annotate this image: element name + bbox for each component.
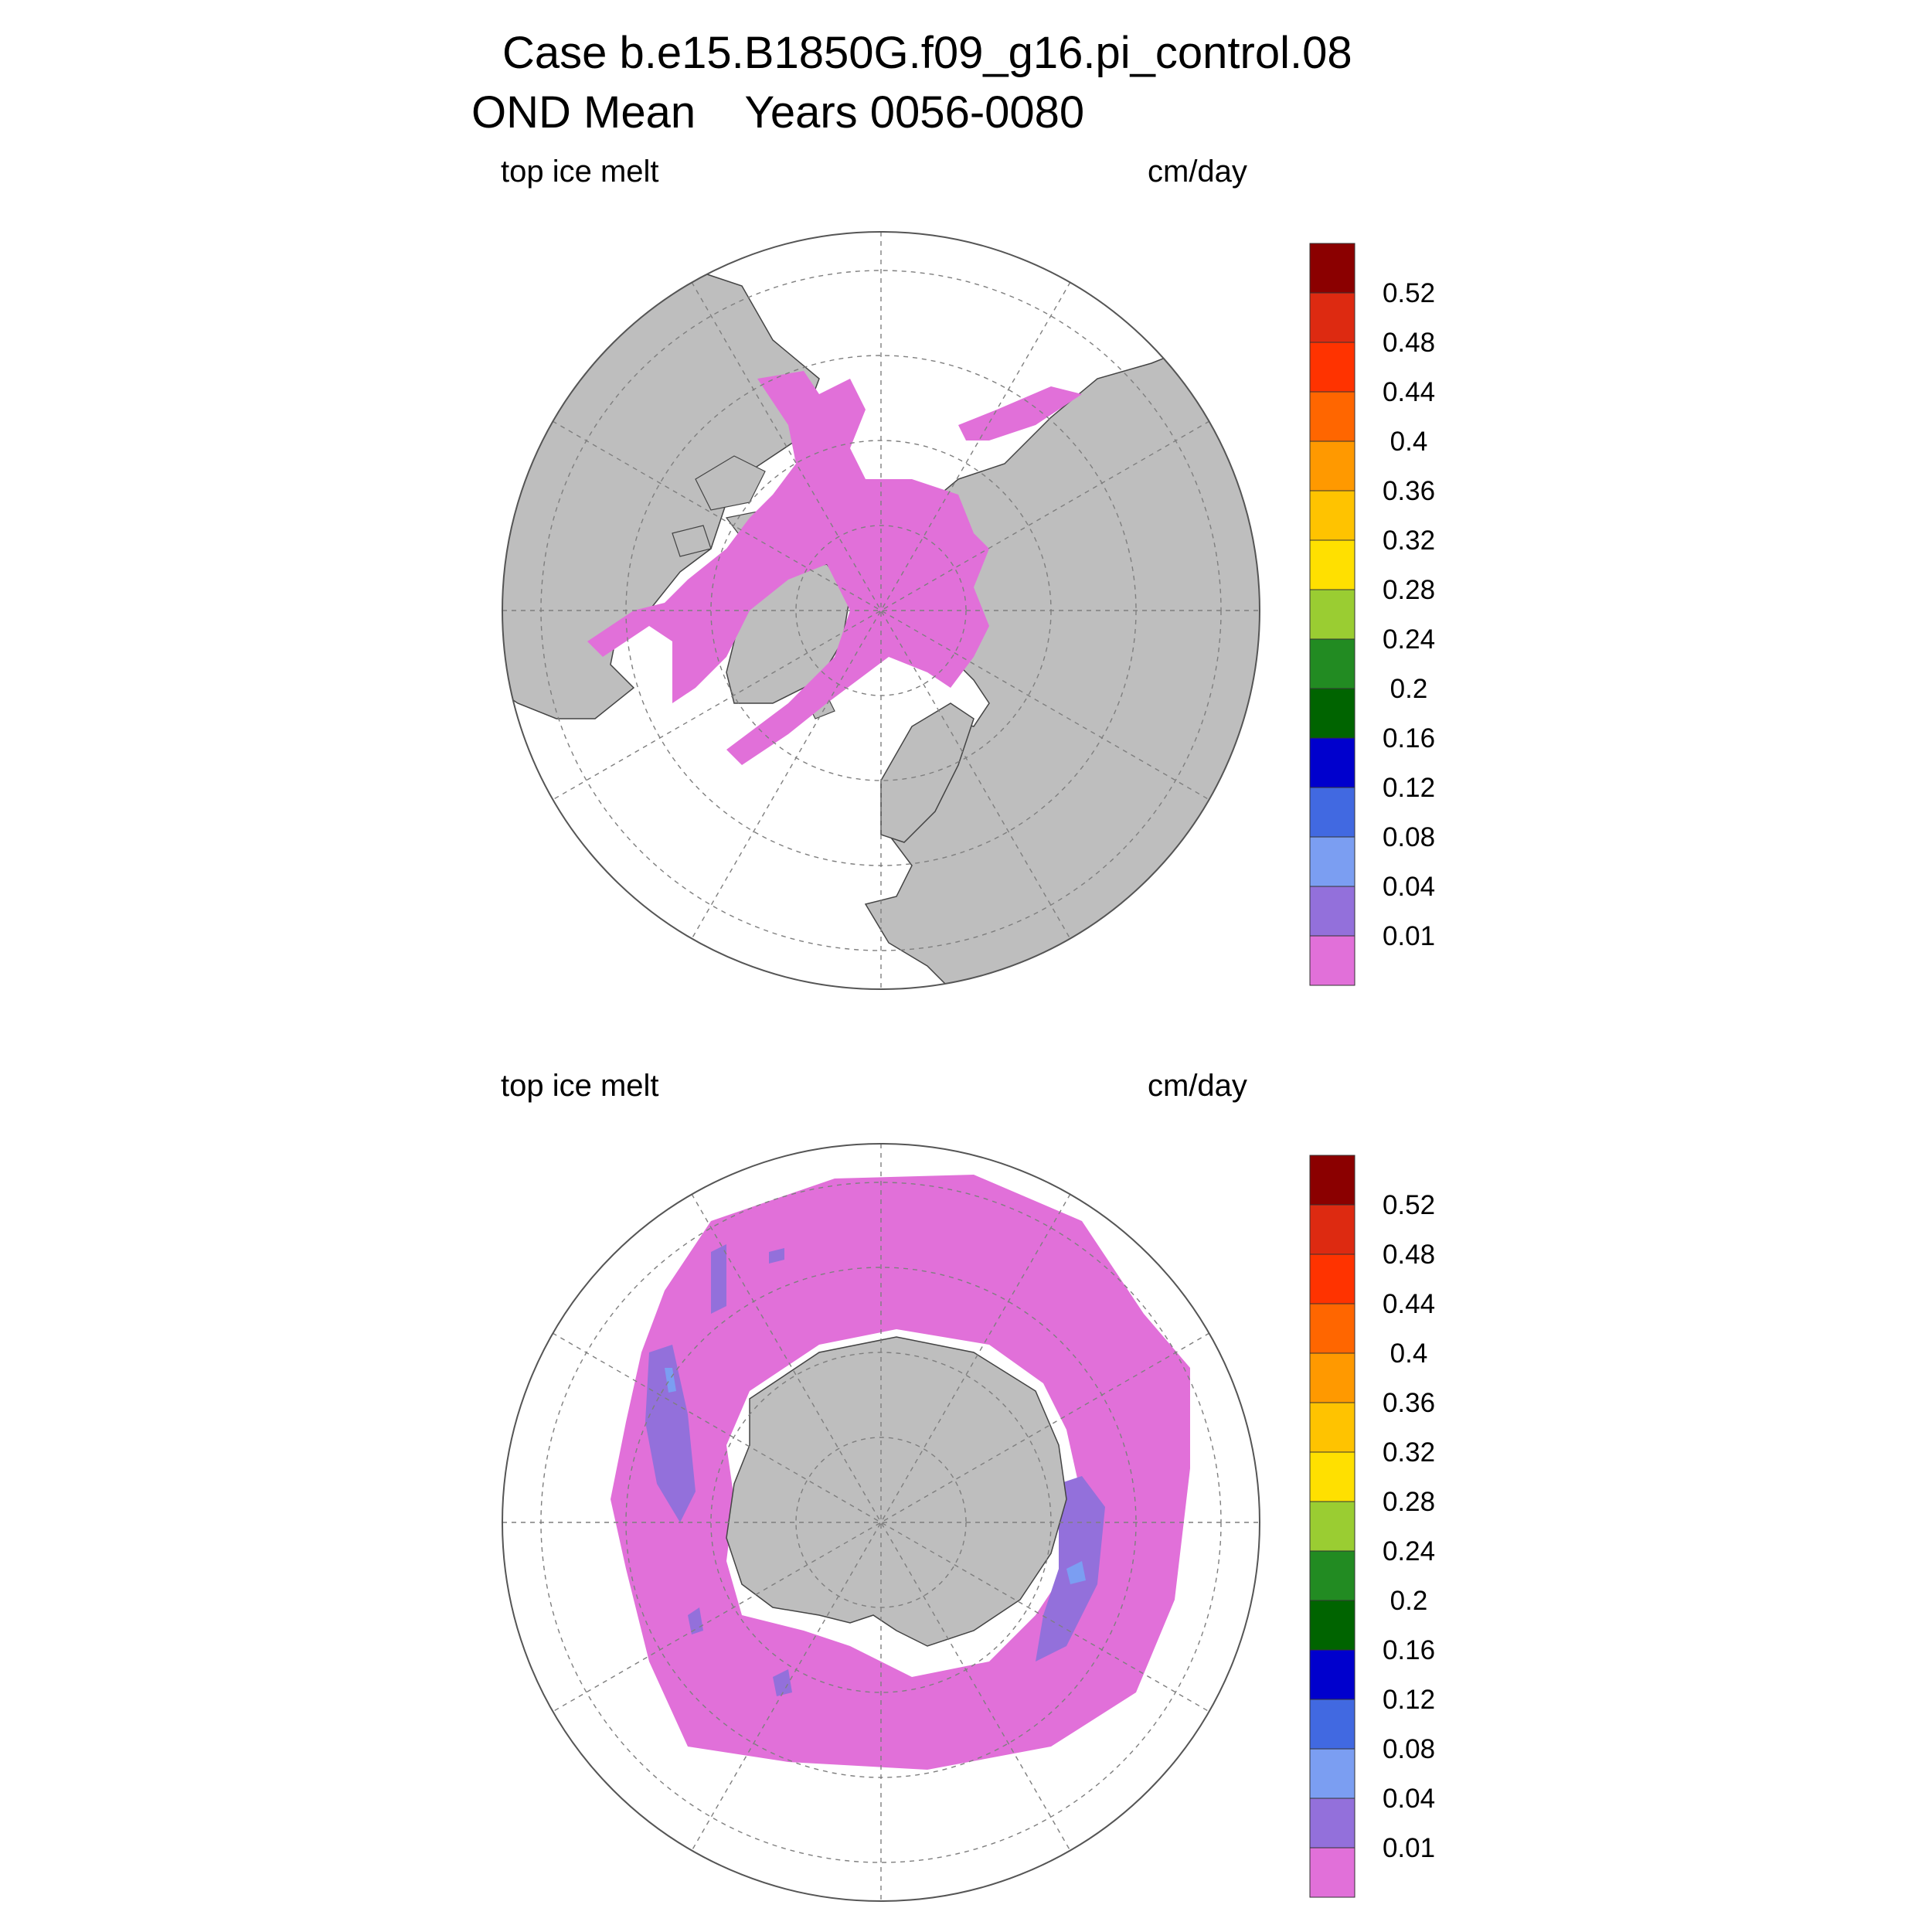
north-colorbar-label: 0.32: [1383, 526, 1435, 556]
north-colorbar-label: 0.4: [1390, 427, 1428, 457]
north-colorbar-box-10: [1309, 440, 1355, 492]
north-colorbar-box-14: [1309, 243, 1355, 294]
north-colorbar-box-6: [1309, 638, 1355, 689]
south-colorbar-label: 0.24: [1383, 1536, 1435, 1566]
north-colorbar-label: 0.12: [1383, 773, 1435, 803]
south-colorbar-box-6: [1309, 1550, 1355, 1601]
south-colorbar-box-2: [1309, 1748, 1355, 1799]
south-colorbar-box-10: [1309, 1352, 1355, 1403]
north-land-scandinavia: [880, 702, 975, 843]
south-colorbar-box-7: [1309, 1501, 1355, 1552]
south-colorbar-box-12: [1309, 1253, 1355, 1304]
south-units-label: cm/day: [1148, 1069, 1247, 1103]
north-colorbar: 0.01 0.04 0.08 0.12 0.16 0.2 0.24 0.28 0.32 0.36 0…: [1309, 243, 1435, 986]
south-colorbar: 0.01 0.04 0.08 0.12 0.16 0.2 0.24 0.28 0.32 0.36 0…: [1309, 1155, 1435, 1898]
north-colorbar-label: 0.01: [1383, 921, 1435, 951]
north-graticule: [502, 232, 1260, 989]
south-variable-label: top ice melt: [501, 1069, 659, 1103]
south-colorbar-box-14: [1309, 1155, 1355, 1206]
south-colorbar-label: 0.28: [1383, 1487, 1435, 1517]
south-land-antarctica: [726, 1336, 1067, 1647]
north-colorbar-box-4: [1309, 737, 1355, 788]
north-ice-arctic: [587, 371, 989, 765]
north-map-border: [502, 231, 1260, 990]
north-units-label: cm/day: [1148, 155, 1247, 189]
north-colorbar-box-12: [1309, 342, 1355, 393]
south-colorbar-box-11: [1309, 1303, 1355, 1354]
south-colorbar-label: 0.12: [1383, 1685, 1435, 1715]
south-colorbar-box-4: [1309, 1649, 1355, 1700]
north-colorbar-box-5: [1309, 688, 1355, 739]
south-colorbar-box-0: [1309, 1847, 1355, 1898]
south-colorbar-label: 0.08: [1383, 1734, 1435, 1764]
south-map-border: [502, 1143, 1260, 1902]
south-colorbar-box-1: [1309, 1798, 1355, 1849]
north-colorbar-box-11: [1309, 391, 1355, 442]
north-colorbar-label: 0.08: [1383, 822, 1435, 852]
north-colorbar-box-1: [1309, 886, 1355, 937]
south-colorbar-label: 0.36: [1383, 1388, 1435, 1418]
north-colorbar-box-9: [1309, 490, 1355, 541]
south-colorbar-label: 0.4: [1390, 1338, 1428, 1369]
south-colorbar-label: 0.16: [1383, 1635, 1435, 1665]
north-colorbar-label: 0.24: [1383, 624, 1435, 655]
north-colorbar-label: 0.52: [1383, 278, 1435, 308]
north-colorbar-box-2: [1309, 836, 1355, 887]
south-colorbar-box-9: [1309, 1402, 1355, 1453]
north-colorbar-box-13: [1309, 292, 1355, 343]
south-colorbar-box-8: [1309, 1451, 1355, 1502]
south-colorbar-label: 0.2: [1390, 1586, 1428, 1616]
figure-title-case: Case b.e15.B1850G.f09_g16.pi_control.08: [502, 28, 1352, 78]
south-colorbar-box-5: [1309, 1600, 1355, 1651]
south-colorbar-label: 0.01: [1383, 1833, 1435, 1863]
south-graticule: [502, 1144, 1260, 1901]
north-colorbar-label: 0.36: [1383, 476, 1435, 506]
north-variable-label: top ice melt: [501, 155, 659, 189]
north-colorbar-label: 0.04: [1383, 872, 1435, 902]
north-colorbar-label: 0.48: [1383, 328, 1435, 358]
north-colorbar-label: 0.16: [1383, 723, 1435, 753]
south-polar-map: [502, 1143, 1260, 1902]
south-colorbar-label: 0.48: [1383, 1240, 1435, 1270]
north-colorbar-label: 0.28: [1383, 575, 1435, 605]
south-colorbar-label: 0.52: [1383, 1190, 1435, 1220]
south-colorbar-box-3: [1309, 1699, 1355, 1750]
south-colorbar-label: 0.44: [1383, 1289, 1435, 1319]
south-land-south-america: [502, 1267, 565, 1338]
north-colorbar-box-7: [1309, 589, 1355, 640]
north-colorbar-box-3: [1309, 787, 1355, 838]
north-colorbar-label: 0.44: [1383, 377, 1435, 407]
north-colorbar-box-8: [1309, 539, 1355, 590]
south-colorbar-label: 0.32: [1383, 1437, 1435, 1468]
south-colorbar-box-13: [1309, 1204, 1355, 1255]
south-colorbar-label: 0.04: [1383, 1784, 1435, 1814]
figure-title-period: OND Mean Years 0056-0080: [471, 87, 1085, 138]
north-colorbar-label: 0.2: [1390, 674, 1428, 704]
north-polar-map: [502, 231, 1260, 990]
north-ice-okhotsk: [958, 386, 1082, 440]
north-colorbar-box-0: [1309, 935, 1355, 986]
